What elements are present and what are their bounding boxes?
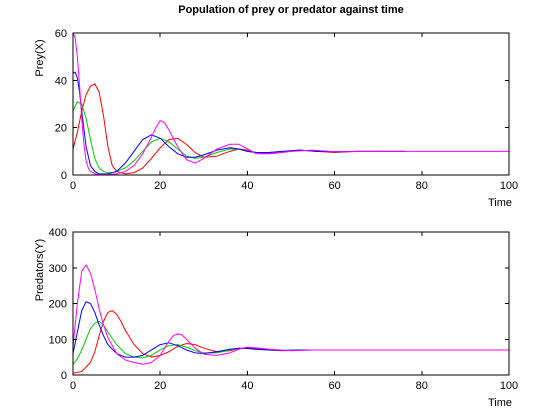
- prey-series-line-3: [72, 71, 405, 175]
- y-tick-label: 200: [49, 299, 67, 311]
- predator-x-axis-label: Time: [488, 397, 512, 409]
- x-tick-label: 60: [328, 180, 340, 192]
- x-tick-label: 40: [241, 180, 253, 192]
- x-tick-label: 0: [70, 180, 76, 192]
- predator-series-layer: [72, 264, 510, 374]
- predator-series-line-3: [72, 301, 344, 358]
- predator-axes-box: [72, 231, 510, 376]
- prey-series-layer: [72, 32, 510, 176]
- predator-y-axis-label: Predators(Y): [34, 239, 46, 301]
- x-tick-label: 20: [154, 180, 166, 192]
- predator-series-line-2: [72, 320, 344, 365]
- y-tick-label: 0: [61, 370, 67, 382]
- predator-plot-panel: 0 20 40 60 80 100 0 100 200 300 400 Time Predators…: [34, 227, 518, 409]
- x-tick-label: 80: [416, 180, 428, 192]
- prey-axes-box: [72, 32, 510, 176]
- x-tick-label: 100: [500, 180, 518, 192]
- predator-series-line-1: [72, 310, 344, 374]
- x-tick-label: 100: [500, 380, 518, 392]
- prey-series-line-4: [72, 32, 510, 176]
- y-tick-label: 400: [49, 227, 67, 239]
- y-tick-label: 40: [55, 75, 67, 87]
- y-tick-label: 60: [55, 28, 67, 40]
- y-tick-label: 100: [49, 334, 67, 346]
- prey-series-line-2: [72, 101, 405, 174]
- chart-title: Population of prey or predator against t…: [178, 4, 404, 16]
- prey-x-axis-label: Time: [488, 197, 512, 209]
- prey-series-line-1: [72, 83, 405, 175]
- x-tick-label: 20: [154, 380, 166, 392]
- y-tick-label: 20: [55, 123, 67, 135]
- y-tick-label: 300: [49, 263, 67, 275]
- prey-y-axis-label: Prey(X): [34, 39, 46, 76]
- x-tick-label: 60: [328, 380, 340, 392]
- prey-plot-panel: Population of prey or predator against t…: [34, 4, 518, 209]
- x-tick-label: 40: [241, 380, 253, 392]
- predator-series-line-4: [72, 264, 510, 365]
- x-tick-label: 0: [70, 380, 76, 392]
- y-tick-label: 0: [61, 170, 67, 182]
- prey-axis-ticks: 0 20 40 60 80 100 0 20 40 60: [55, 28, 518, 192]
- predator-axis-ticks: 0 20 40 60 80 100 0 100 200 300 400: [49, 227, 519, 392]
- x-tick-label: 80: [416, 380, 428, 392]
